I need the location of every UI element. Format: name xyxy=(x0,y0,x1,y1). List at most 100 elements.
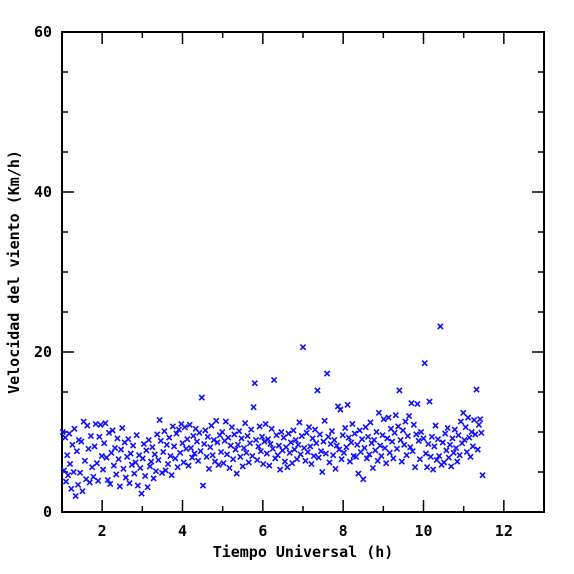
data-point xyxy=(304,448,311,456)
data-points xyxy=(59,323,486,500)
y-tick-label: 20 xyxy=(34,343,52,361)
data-point xyxy=(145,436,152,444)
data-point xyxy=(264,436,272,443)
data-point xyxy=(71,425,78,432)
data-point xyxy=(213,417,220,424)
data-point xyxy=(202,427,209,434)
data-point xyxy=(59,428,66,436)
data-point xyxy=(252,436,260,444)
data-point xyxy=(90,473,97,480)
data-point xyxy=(175,426,183,433)
data-point xyxy=(464,414,472,421)
data-point xyxy=(169,423,177,430)
data-point xyxy=(60,467,68,474)
data-point xyxy=(428,433,436,440)
data-point xyxy=(197,448,204,455)
data-point xyxy=(125,436,132,443)
data-point xyxy=(134,482,142,489)
data-point xyxy=(184,436,191,443)
data-point xyxy=(346,458,354,465)
data-point xyxy=(220,460,227,467)
data-point xyxy=(361,444,368,452)
data-point xyxy=(287,439,295,446)
y-axis-label: Velocidad del viento (Km/h) xyxy=(5,150,23,394)
data-point xyxy=(203,453,210,460)
data-point xyxy=(122,474,130,481)
data-point xyxy=(373,428,380,436)
data-point xyxy=(467,453,474,460)
data-point xyxy=(307,443,314,450)
data-point xyxy=(363,455,371,462)
data-point xyxy=(245,459,252,466)
data-point xyxy=(163,441,171,448)
data-point xyxy=(305,424,313,431)
data-point xyxy=(344,401,351,408)
data-point xyxy=(172,455,179,462)
data-point xyxy=(367,419,374,426)
data-point xyxy=(437,323,444,330)
data-point xyxy=(452,444,460,452)
data-point xyxy=(234,441,242,448)
data-point xyxy=(73,448,81,455)
data-point xyxy=(70,468,77,476)
y-tick-label: 0 xyxy=(43,503,52,521)
data-point xyxy=(328,428,336,435)
data-point xyxy=(93,460,101,467)
data-point xyxy=(215,461,222,468)
data-point xyxy=(338,456,345,463)
data-point xyxy=(129,442,137,449)
data-point xyxy=(463,448,471,456)
data-point xyxy=(88,464,96,471)
data-point xyxy=(101,440,108,447)
data-point xyxy=(395,423,402,430)
data-point xyxy=(250,404,257,411)
data-point xyxy=(288,460,296,467)
x-axis-label: Tiempo Universal (h) xyxy=(213,543,394,561)
data-point xyxy=(152,468,160,475)
data-point xyxy=(98,452,105,460)
data-point xyxy=(295,441,302,448)
data-point xyxy=(113,471,120,478)
data-point xyxy=(342,424,349,432)
data-point xyxy=(413,431,420,438)
data-point xyxy=(268,425,275,432)
data-point xyxy=(442,430,449,437)
data-point xyxy=(433,456,440,464)
data-point xyxy=(74,481,82,488)
data-point xyxy=(332,465,339,472)
data-point xyxy=(315,454,322,461)
data-point xyxy=(132,459,139,466)
data-point xyxy=(257,448,264,455)
data-point xyxy=(345,434,352,441)
data-point xyxy=(76,469,84,476)
data-point xyxy=(233,470,240,477)
data-point xyxy=(374,457,381,464)
data-point xyxy=(140,440,148,448)
data-point xyxy=(241,420,249,427)
data-point xyxy=(409,448,416,455)
data-point xyxy=(170,443,178,450)
data-point xyxy=(128,461,136,468)
data-point xyxy=(425,440,432,448)
data-point xyxy=(62,478,70,485)
data-point xyxy=(356,427,363,434)
data-point xyxy=(173,430,180,437)
data-point xyxy=(403,452,410,459)
data-point xyxy=(296,419,303,426)
data-point xyxy=(443,447,450,454)
data-point xyxy=(156,416,163,424)
data-point xyxy=(431,443,438,450)
data-point xyxy=(457,418,465,425)
data-point xyxy=(143,447,150,454)
data-point xyxy=(235,428,243,435)
data-point xyxy=(390,455,397,462)
data-point xyxy=(351,430,358,437)
data-point xyxy=(474,446,481,453)
data-point xyxy=(323,370,331,377)
data-point xyxy=(321,417,328,424)
data-point xyxy=(310,452,318,460)
data-point xyxy=(420,435,427,442)
data-point xyxy=(222,418,230,425)
data-point xyxy=(115,456,122,463)
data-point xyxy=(423,464,431,471)
